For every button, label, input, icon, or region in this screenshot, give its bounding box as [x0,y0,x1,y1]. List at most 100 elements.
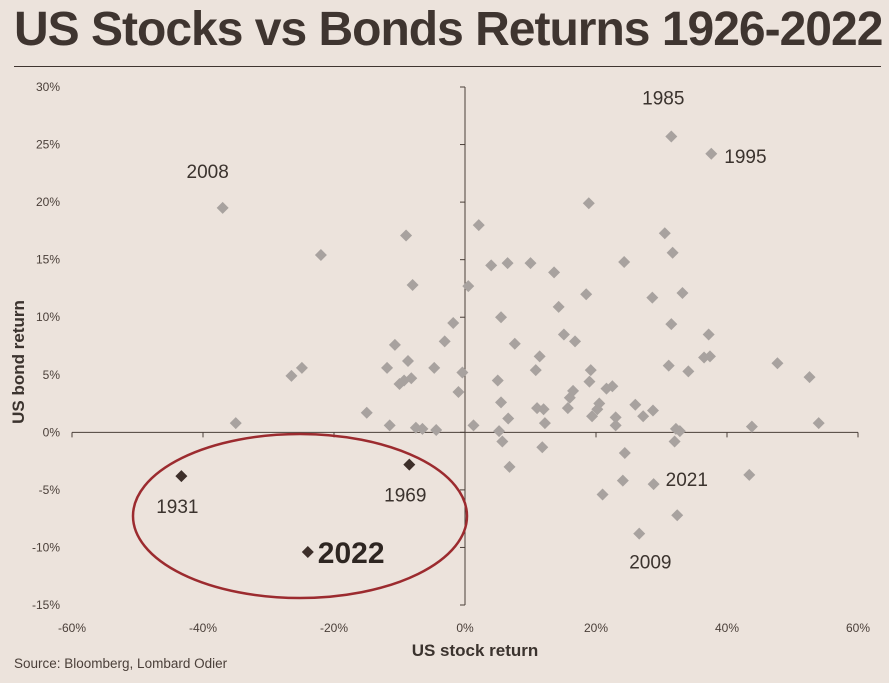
data-point [580,288,593,301]
title-rule [14,66,881,67]
data-point [381,361,394,374]
data-point [647,478,660,491]
data-point [582,197,595,210]
data-point [529,364,542,377]
y-axis-label: US bond return [9,300,28,424]
data-point [285,369,298,382]
data-point [430,424,443,437]
y-tick-label: 0% [43,425,61,439]
data-point [662,359,675,372]
y-tick-label: -5% [39,483,61,497]
highlight-point-2022 [301,546,314,559]
data-point [584,364,597,377]
data-point [705,147,718,160]
data-point [646,291,659,304]
x-tick-label: -40% [189,621,217,635]
data-point [616,474,629,487]
data-point [428,361,441,374]
data-point [485,259,498,272]
data-point [606,380,619,393]
annotation-1985: 1985 [642,88,684,109]
y-tick-label: 30% [36,80,60,94]
x-tick-label: 60% [846,621,870,635]
data-point [586,410,599,423]
tick-labels: -60% -40% -20% 0% 20% 40% 60% -15% -10% -5% 0% 5% 10… [32,80,870,635]
data-point [524,257,537,270]
axes [71,86,859,606]
annotation-1969: 1969 [384,486,426,507]
data-point [508,337,521,350]
data-point [673,425,686,438]
data-point [609,419,622,432]
x-axis-label: US stock return [412,641,539,660]
data-point [452,386,465,399]
annotation-2009: 2009 [629,553,671,574]
data-point [405,372,418,385]
data-point [609,411,622,424]
y-tick-label: 10% [36,310,60,324]
data-point [533,350,546,363]
data-point [462,280,475,293]
data-point [668,435,681,448]
highlight-point-1969 [403,458,416,471]
data-point [456,366,469,379]
data-point [216,201,229,214]
x-tick-label: 20% [584,621,608,635]
data-point [503,460,516,473]
data-point [633,527,646,540]
data-point [569,335,582,348]
x-tick-label: -60% [58,621,86,635]
data-point [771,357,784,370]
data-point [665,318,678,331]
data-point [402,354,415,367]
data-point [447,316,460,329]
data-point [295,361,308,374]
data-point [388,338,401,351]
data-point [743,468,756,481]
data-point [495,396,508,409]
data-point [495,311,508,324]
y-tick-label: -15% [32,598,60,612]
x-tick-label: 0% [456,621,474,635]
chart-title: US Stocks vs Bonds Returns 1926-2022 [14,3,883,56]
data-point [618,447,631,460]
data-point [629,398,642,411]
data-point [536,441,549,454]
data-point [557,328,570,341]
data-point [314,249,327,262]
highlighted-points [175,458,416,559]
data-point [493,425,506,438]
data-point [567,384,580,397]
y-tick-label: 5% [43,368,61,382]
data-point [491,374,504,387]
data-point [416,422,429,435]
data-point [229,417,242,430]
data-point [472,219,485,232]
data-point [676,287,689,300]
source-note: Source: Bloomberg, Lombard Odier [14,656,228,671]
data-point [745,420,758,433]
data-point [552,300,565,313]
data-point [671,509,684,522]
annotation-2021: 2021 [666,470,708,491]
data-point [467,419,480,432]
data-point [538,417,551,430]
data-point [360,406,373,419]
data-point [646,404,659,417]
data-point [637,410,650,423]
data-point [682,365,695,378]
data-point [583,375,596,388]
point-annotations: 1931 1969 2022 2008 1985 1995 2021 2009 [156,88,766,573]
data-point [665,130,678,143]
data-point [596,488,609,501]
data-point [561,402,574,415]
data-point [666,246,679,259]
data-point [496,435,509,448]
annotation-2008: 2008 [187,162,229,183]
data-point [812,417,825,430]
x-tick-label: 40% [715,621,739,635]
data-point [548,266,561,279]
data-point [618,255,631,268]
data-point [501,257,514,270]
